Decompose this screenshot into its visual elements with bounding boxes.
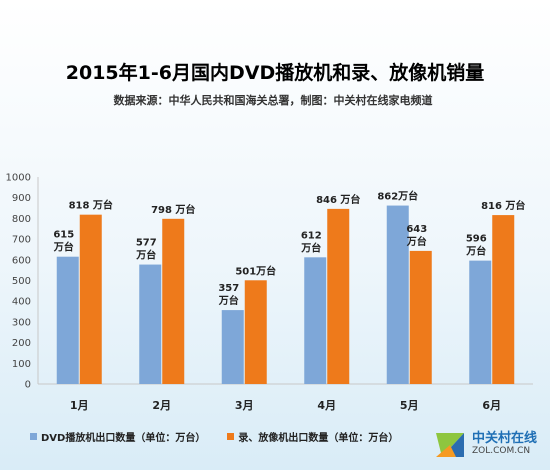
bar-value-label: 643 <box>406 224 427 235</box>
y-tick-label: 800 <box>12 214 31 225</box>
watermark-name: 中关村在线 <box>472 431 538 446</box>
bar-value-label: 501万台 <box>235 264 276 277</box>
bar-vcr <box>327 208 350 384</box>
bar-value-label: 357 <box>218 283 239 294</box>
bar-value-label: 846 万台 <box>316 193 360 206</box>
bar-value-label: 万台 <box>53 241 74 254</box>
x-tick-label: 4月 <box>317 399 336 412</box>
bar-chart: 0 100 200 300 400 500 600 700 800 900 1000 1月 2月 3月 4月… <box>6 173 533 412</box>
bar-vcr <box>492 215 515 384</box>
bar-dvd <box>221 310 244 384</box>
x-tick-label: 2月 <box>152 399 171 412</box>
y-tick-label: 400 <box>12 297 31 308</box>
bar-value-label: 万台 <box>406 235 427 248</box>
chart-legend: DVD播放机出口数量（单位：万台） 录、放像机出口数量（单位：万台） <box>30 428 420 444</box>
legend-swatch-vcr <box>227 432 235 440</box>
legend-label-dvd: DVD播放机出口数量（单位：万台） <box>41 432 206 444</box>
y-tick-label: 0 <box>25 380 31 391</box>
legend-swatch-dvd <box>30 432 37 440</box>
x-tick-label: 6月 <box>482 399 501 412</box>
chart-title: 2015年1-6月国内DVD播放机和录、放像机销量 <box>65 62 485 84</box>
bar-value-label: 798 万台 <box>151 203 195 216</box>
y-tick-label: 900 <box>12 193 31 204</box>
y-tick-label: 1000 <box>6 173 31 184</box>
legend-label-vcr: 录、放像机出口数量（单位：万台） <box>238 432 399 444</box>
bar-value-label: 万台 <box>465 245 486 258</box>
zol-watermark: 中关村在线 ZOL.COM.CN <box>432 425 546 465</box>
y-tick-label: 700 <box>12 235 31 246</box>
bar-value-label: 816 万台 <box>481 199 525 212</box>
legend-item-vcr: 录、放像机出口数量（单位：万台） <box>227 429 398 444</box>
bar-value-label: 万台 <box>218 294 239 307</box>
chart-bars <box>56 205 515 384</box>
watermark-url: ZOL.COM.CN <box>472 446 531 456</box>
x-tick-label: 1月 <box>70 399 89 412</box>
bar-vcr <box>79 214 102 384</box>
bar-vcr <box>162 218 185 384</box>
bar-value-label: 615 <box>53 230 74 241</box>
x-tick-label: 3月 <box>235 399 254 412</box>
bar-value-label: 818 万台 <box>69 199 113 212</box>
bar-dvd <box>139 264 162 384</box>
bar-dvd <box>304 257 327 384</box>
y-tick-label: 200 <box>12 338 31 349</box>
y-tick-label: 100 <box>12 359 31 370</box>
bar-value-label: 577 <box>136 238 157 249</box>
y-tick-label: 600 <box>12 255 31 266</box>
bar-vcr <box>409 250 432 384</box>
bar-dvd <box>56 256 79 384</box>
bar-value-label: 862万台 <box>377 190 418 203</box>
x-tick-label: 5月 <box>400 399 419 412</box>
bar-dvd <box>386 205 409 384</box>
bar-vcr <box>244 280 267 384</box>
zol-logo-icon <box>436 433 464 457</box>
bar-value-label: 596 <box>466 234 487 245</box>
bar-dvd <box>469 260 492 384</box>
chart-axes: 0 100 200 300 400 500 600 700 800 900 1000 1月 2月 3月 4月… <box>6 173 533 412</box>
chart-subtitle: 数据来源：中华人民共和国海关总署，制图：中关村在线家电频道 <box>113 94 433 107</box>
bar-value-label: 612 <box>301 230 322 241</box>
y-tick-label: 500 <box>12 276 31 287</box>
y-tick-label: 300 <box>12 317 31 328</box>
bar-value-label: 万台 <box>300 241 321 254</box>
bar-value-label: 万台 <box>135 249 156 262</box>
legend-item-dvd: DVD播放机出口数量（单位：万台） <box>30 429 205 444</box>
